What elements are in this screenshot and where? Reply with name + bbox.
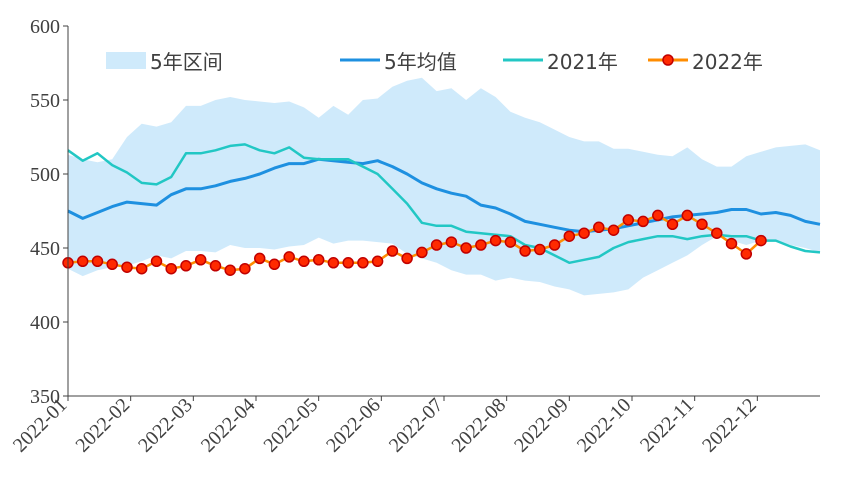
point-2022 <box>445 236 458 248</box>
x-tick-label: 2022-08 <box>448 394 511 457</box>
point-2022 <box>504 236 517 248</box>
markers-2022-layer <box>62 209 767 276</box>
point-2022 <box>371 255 384 268</box>
point-2022 <box>489 234 502 247</box>
five-year-range-layer <box>68 77 820 296</box>
point-2022 <box>652 209 664 222</box>
legend-label-mean: 5年均值 <box>384 50 457 74</box>
legend-marker-2022 <box>662 54 674 66</box>
legend-label-2022: 2022年 <box>692 50 763 74</box>
point-2022 <box>298 255 310 268</box>
point-2022 <box>430 239 443 251</box>
x-tick-label: 2022-11 <box>636 394 698 456</box>
y-tick-label: 350 <box>30 386 60 408</box>
x-tick-label: 2022-09 <box>510 394 573 457</box>
five-year-range-band <box>68 77 820 296</box>
point-2022 <box>416 246 428 259</box>
point-2022 <box>607 224 620 236</box>
x-tick-label: 2022-05 <box>260 394 323 457</box>
point-2022 <box>563 230 576 242</box>
point-2022 <box>593 221 605 234</box>
legend: 5年区间 5年均值 2021年 2022年 <box>106 50 763 74</box>
y-tick-label: 500 <box>30 164 60 186</box>
x-tick-label: 2022-07 <box>385 394 448 457</box>
point-2022 <box>401 252 413 265</box>
y-tick-label: 550 <box>30 90 60 112</box>
point-2022 <box>357 257 369 269</box>
point-2022 <box>91 255 104 268</box>
point-2022 <box>460 242 472 254</box>
point-2022 <box>194 254 207 266</box>
point-2022 <box>534 243 546 256</box>
point-2022 <box>106 258 118 271</box>
y-tick-label: 400 <box>30 312 60 334</box>
point-2022 <box>666 218 679 231</box>
point-2022 <box>312 254 325 266</box>
legend-label-2021: 2021年 <box>547 50 618 74</box>
point-2022 <box>224 264 236 276</box>
point-2022 <box>150 255 163 268</box>
point-2022 <box>578 227 590 239</box>
legend-swatch-band <box>106 52 146 69</box>
point-2022 <box>711 227 723 239</box>
point-2022 <box>268 258 281 271</box>
x-tick-label: 2022-12 <box>698 394 761 457</box>
point-2022 <box>681 209 694 222</box>
point-2022 <box>755 234 767 247</box>
series-line-2021 <box>67 143 821 265</box>
legend-label-band: 5年区间 <box>150 50 223 74</box>
point-2022 <box>475 239 487 251</box>
point-2022 <box>622 214 635 226</box>
point-2022 <box>696 218 708 231</box>
x-tick-label: 2022-04 <box>197 394 260 457</box>
point-2022 <box>121 261 133 273</box>
point-2022 <box>253 252 266 265</box>
point-2022 <box>342 257 354 269</box>
x-tick-label: 2022-10 <box>573 394 636 457</box>
point-2022 <box>76 255 89 268</box>
point-2022 <box>386 245 399 257</box>
point-2022 <box>327 257 340 269</box>
point-2022 <box>165 262 177 275</box>
point-2022 <box>283 251 295 263</box>
series-line-5yr-mean <box>67 157 821 234</box>
x-tick-label: 2022-02 <box>72 394 135 457</box>
point-2022 <box>740 248 753 260</box>
point-2022 <box>548 239 561 251</box>
point-2022 <box>725 237 738 250</box>
point-2022 <box>209 260 222 272</box>
point-2022 <box>519 245 531 257</box>
point-2022 <box>135 262 148 275</box>
point-2022 <box>180 260 192 272</box>
x-tick-label: 2022-06 <box>322 394 385 457</box>
point-2022 <box>239 262 251 275</box>
point-2022 <box>637 215 649 228</box>
y-tick-label: 450 <box>30 238 60 260</box>
y-tick-label: 600 <box>30 16 60 38</box>
x-tick-label: 2022-03 <box>134 394 197 457</box>
